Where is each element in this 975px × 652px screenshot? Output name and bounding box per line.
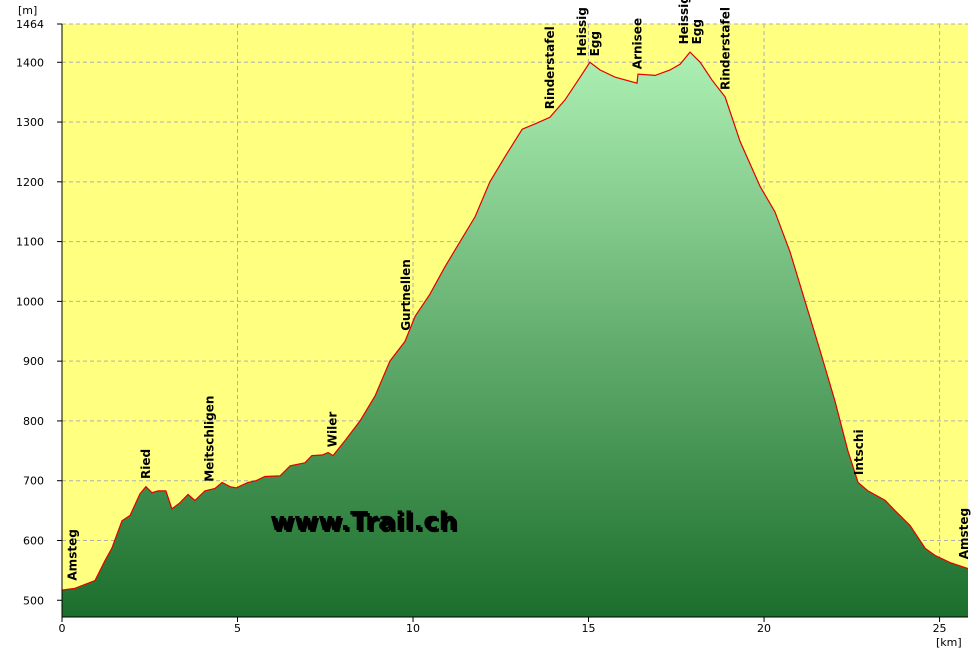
place-label: Heissig — [575, 7, 589, 56]
y-tick-label: 1200 — [16, 176, 44, 189]
place-label: Intschi — [852, 429, 866, 475]
profile-line — [61, 51, 969, 591]
place-label: Rinderstafel — [718, 7, 732, 90]
x-tick-label: 15 — [582, 622, 596, 635]
y-tick-label: 1464 — [16, 18, 44, 31]
y-tick-label: 1000 — [16, 295, 44, 308]
place-label: Heissig — [677, 0, 691, 44]
y-tick-label: 500 — [23, 594, 44, 607]
place-label: Egg — [690, 19, 704, 44]
place-label: Meitschligen — [202, 396, 216, 482]
watermark: www.Trail.ch — [270, 507, 457, 537]
y-tick-label: 1300 — [16, 116, 44, 129]
place-label: Amsteg — [957, 508, 971, 559]
watermark-shadow: www.Trail.ch — [272, 509, 459, 539]
place-label: Rinderstafel — [543, 26, 557, 109]
y-tick-label: 1100 — [16, 236, 44, 249]
place-label: Amsteg — [66, 529, 80, 580]
y-tick-label: 800 — [23, 415, 44, 428]
x-tick-label: 20 — [757, 622, 771, 635]
y-tick-label: 600 — [23, 534, 44, 547]
x-tick-label: 5 — [234, 622, 241, 635]
y-tick-label: 900 — [23, 355, 44, 368]
area-fill — [62, 52, 968, 618]
place-label: Gurtnellen — [399, 259, 413, 331]
place-label: Arnisee — [631, 18, 645, 69]
y-tick-label: 700 — [23, 475, 44, 488]
place-label: Wiler — [325, 412, 339, 448]
x-unit: [km] — [936, 636, 962, 649]
place-label: Egg — [588, 31, 602, 56]
y-tick-label: 1400 — [16, 56, 44, 69]
x-tick-label: 10 — [406, 622, 420, 635]
x-tick-label: 25 — [933, 622, 947, 635]
place-label: Ried — [139, 449, 153, 479]
x-tick-label: 0 — [59, 622, 66, 635]
y-unit: [m] — [18, 4, 37, 17]
